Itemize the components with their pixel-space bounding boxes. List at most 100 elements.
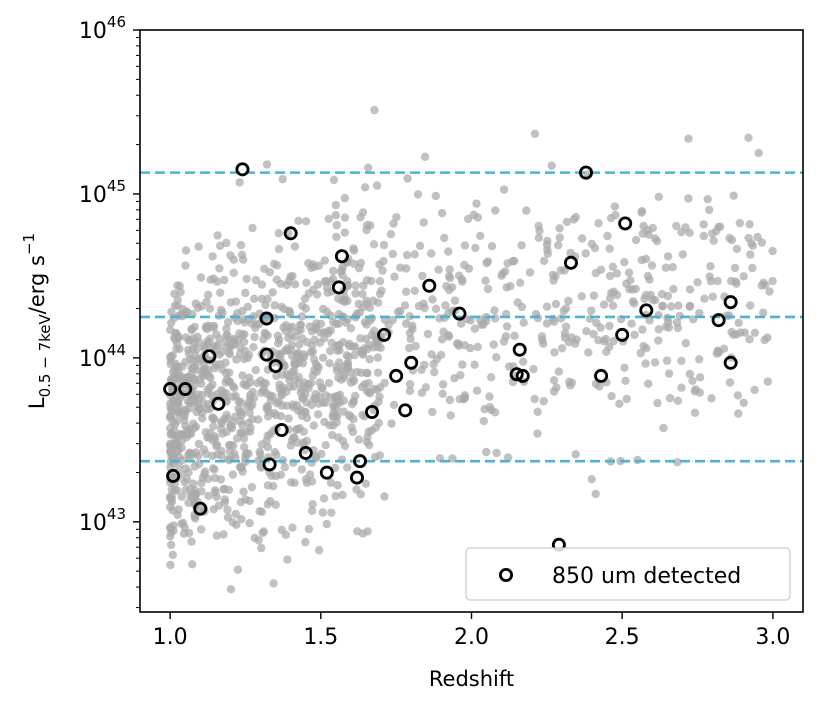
background-point [519, 318, 528, 327]
background-point [621, 376, 630, 385]
background-point [251, 275, 261, 285]
background-point [321, 441, 330, 450]
background-point [410, 286, 419, 295]
background-point [292, 349, 302, 359]
background-point [570, 339, 580, 348]
background-point [389, 400, 399, 410]
background-point [695, 355, 704, 364]
background-point [297, 465, 307, 474]
x-tick-label: 1.5 [303, 625, 338, 650]
background-point [420, 152, 430, 161]
background-point [754, 148, 763, 158]
background-point [662, 356, 672, 365]
background-point [630, 330, 639, 339]
background-point [626, 276, 635, 285]
background-point [354, 264, 364, 273]
background-point [358, 289, 367, 299]
detected-point [452, 306, 467, 321]
background-point [699, 220, 708, 229]
background-point [168, 417, 177, 427]
background-point [748, 263, 757, 273]
background-point [193, 332, 202, 341]
background-point [285, 323, 295, 333]
background-point [388, 249, 397, 259]
background-point [218, 308, 227, 317]
background-point [194, 439, 204, 449]
background-point [318, 508, 327, 517]
background-point [181, 464, 191, 473]
background-point [420, 303, 429, 313]
background-point [214, 501, 224, 510]
background-point [274, 244, 284, 254]
background-point [286, 330, 295, 340]
background-point [654, 192, 663, 201]
background-point [259, 379, 268, 388]
background-point [615, 399, 624, 408]
detected-point [259, 311, 274, 326]
background-point [329, 266, 338, 276]
background-point [557, 344, 567, 353]
background-point [664, 369, 674, 378]
background-point [542, 319, 552, 328]
background-point [458, 360, 467, 369]
background-point [577, 234, 587, 243]
background-point [499, 185, 509, 194]
background-point [739, 398, 748, 408]
background-point [561, 304, 571, 313]
background-point [389, 219, 398, 228]
background-point [262, 404, 271, 414]
background-point [708, 292, 717, 301]
background-point [314, 546, 324, 555]
background-point [373, 368, 383, 377]
background-point [543, 249, 552, 258]
background-point [297, 312, 307, 321]
background-point [415, 241, 425, 250]
background-point [641, 359, 650, 368]
background-point [223, 505, 232, 515]
background-point [222, 410, 231, 420]
background-point [235, 407, 245, 416]
background-point [276, 411, 286, 421]
background-point [282, 401, 292, 410]
background-point [182, 307, 191, 317]
background-point [596, 265, 606, 274]
background-point [320, 277, 329, 286]
x-tick-label: 2.5 [605, 625, 640, 650]
background-point [591, 489, 600, 499]
detected-point [723, 355, 738, 370]
background-point [200, 467, 210, 476]
background-point [491, 314, 500, 323]
background-point [313, 410, 323, 419]
detected-point [319, 465, 334, 480]
background-point [469, 210, 478, 219]
background-point [215, 264, 224, 273]
background-point [516, 278, 525, 287]
background-point [225, 447, 234, 456]
detected-point [365, 404, 380, 419]
background-point [730, 263, 740, 273]
detected-point [422, 278, 437, 293]
background-point [351, 281, 360, 290]
background-point [510, 256, 519, 266]
background-point [372, 385, 382, 394]
background-point [299, 350, 308, 359]
background-point [490, 306, 499, 315]
background-point [445, 395, 455, 405]
background-point [423, 329, 433, 339]
background-point [446, 411, 455, 420]
background-point [168, 351, 177, 360]
background-point [347, 423, 356, 432]
background-point [254, 415, 263, 424]
background-point [503, 453, 513, 462]
background-point [707, 394, 716, 403]
background-point [326, 346, 335, 356]
detected-point [594, 368, 609, 383]
y-axis-label-sub: 0.5 − 7keV [36, 314, 54, 398]
legend-marker [498, 568, 513, 583]
background-point [244, 449, 253, 458]
background-point [208, 252, 217, 261]
background-point [167, 375, 176, 384]
background-point [351, 289, 360, 298]
background-point [672, 221, 681, 231]
background-point [194, 242, 203, 251]
